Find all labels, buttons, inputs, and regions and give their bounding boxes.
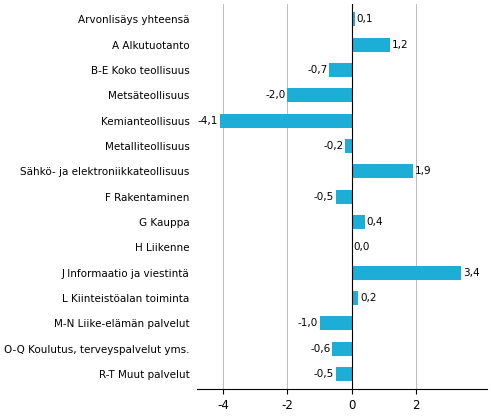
Bar	[345, 139, 352, 153]
Bar	[332, 342, 352, 356]
Bar	[352, 38, 390, 52]
Bar	[329, 63, 352, 77]
Bar	[320, 316, 352, 330]
Bar	[352, 266, 461, 280]
Text: -0,2: -0,2	[323, 141, 343, 151]
Text: -1,0: -1,0	[298, 318, 318, 328]
Text: 0,2: 0,2	[360, 293, 377, 303]
Text: -4,1: -4,1	[197, 116, 218, 126]
Text: 0,0: 0,0	[354, 242, 370, 252]
Bar	[287, 88, 352, 102]
Text: -0,7: -0,7	[307, 65, 327, 75]
Bar	[220, 114, 352, 128]
Bar	[352, 291, 358, 305]
Text: -0,5: -0,5	[313, 192, 334, 202]
Text: 1,9: 1,9	[415, 166, 432, 176]
Text: -0,6: -0,6	[310, 344, 330, 354]
Bar	[336, 190, 352, 203]
Text: -2,0: -2,0	[265, 90, 285, 100]
Bar	[352, 215, 365, 229]
Text: 1,2: 1,2	[392, 40, 409, 50]
Bar	[352, 164, 413, 178]
Text: 0,4: 0,4	[366, 217, 383, 227]
Bar	[336, 367, 352, 381]
Text: -0,5: -0,5	[313, 369, 334, 379]
Text: 0,1: 0,1	[357, 15, 373, 25]
Bar	[352, 12, 355, 26]
Text: 3,4: 3,4	[463, 267, 480, 277]
